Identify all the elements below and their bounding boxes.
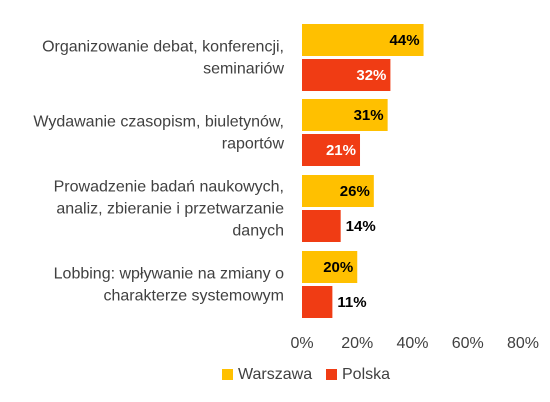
bar-polska-1 [302, 134, 361, 166]
data-label: 32% [356, 67, 386, 84]
data-label: 21% [326, 142, 356, 159]
category-label: seminariów [203, 61, 284, 78]
category-label: Wydawanie czasopism, biuletynów, [33, 114, 284, 131]
data-label: 11% [337, 294, 366, 311]
data-label: 20% [323, 259, 353, 276]
data-label: 44% [390, 32, 420, 49]
bar-warszawa-3 [302, 251, 358, 283]
bar-polska-3 [302, 286, 333, 318]
data-label: 14% [346, 218, 376, 235]
bar-warszawa-0 [302, 24, 424, 56]
x-tick-label: 80% [507, 335, 539, 352]
legend-swatch-polska [326, 369, 337, 380]
category-label: raportów [222, 136, 285, 153]
bar-warszawa-2 [302, 175, 374, 207]
x-tick-label: 60% [452, 335, 484, 352]
category-label: Prowadzenie badań naukowych, [54, 179, 284, 196]
legend-label-warszawa: Warszawa [238, 366, 312, 383]
x-tick-label: 20% [341, 335, 373, 352]
bar-polska-0 [302, 59, 391, 91]
bar-polska-2 [302, 210, 341, 242]
legend-swatch-warszawa [222, 369, 233, 380]
legend-label-polska: Polska [342, 366, 390, 383]
x-tick-label: 0% [290, 335, 313, 352]
category-label: danych [232, 223, 284, 240]
data-label: 31% [354, 107, 384, 124]
data-label: 26% [340, 183, 370, 200]
category-label: analiz, zbieranie i przetwarzanie [56, 201, 284, 218]
bar-warszawa-1 [302, 99, 388, 131]
category-label: Lobbing: wpływanie na zmiany o [54, 266, 284, 283]
x-tick-label: 40% [396, 335, 428, 352]
category-label: charakterze systemowym [104, 288, 285, 305]
category-label: Organizowanie debat, konferencji, [42, 39, 284, 56]
